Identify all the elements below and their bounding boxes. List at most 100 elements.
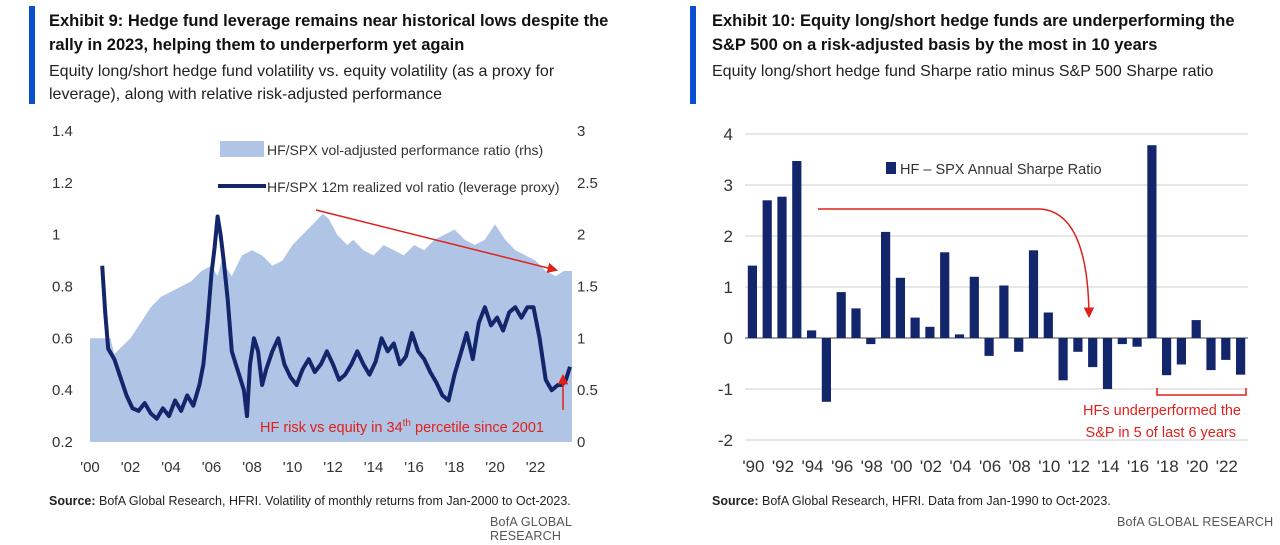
bar	[836, 292, 846, 338]
bar	[999, 285, 1009, 338]
brand-footer: BofA GLOBAL RESEARCH	[490, 515, 572, 543]
bar	[851, 308, 861, 338]
x-tick-label: '22	[1216, 457, 1238, 476]
y-tick-label: 2	[724, 227, 733, 246]
y-left-tick-label: 1	[52, 227, 60, 244]
exhibit-9-plot: 0.2 0.4 0.6 0.8 1 1.2 1.4 0 0.5 1 1.5 2 2.5 3 '00 '02 '0…	[52, 123, 598, 476]
bar	[1043, 312, 1053, 338]
legend-label: HF – SPX Annual Sharpe Ratio	[900, 162, 1102, 178]
x-tick-label: '96	[831, 457, 853, 476]
y-tick-label: 1	[724, 278, 733, 297]
bar	[969, 276, 979, 338]
bar	[910, 317, 920, 338]
y-tick-label: -2	[718, 431, 733, 450]
bar	[1206, 338, 1216, 371]
source-label: Source:	[49, 494, 96, 508]
bar	[762, 200, 772, 338]
bar	[1102, 338, 1113, 389]
y-left-tick-label: 0.4	[52, 382, 73, 399]
legend-swatch-area	[220, 141, 264, 157]
exhibit-9-panel: Exhibit 9: Hedge fund leverage remains n…	[29, 6, 609, 543]
bar	[954, 334, 965, 338]
x-tick-label: '00	[80, 459, 100, 476]
y-left-tick-label: 1.4	[52, 123, 73, 140]
x-tick-label: '02	[920, 457, 942, 476]
x-tick-label: '06	[202, 459, 222, 476]
bracket	[1156, 388, 1247, 396]
legend-label: HF/SPX 12m realized vol ratio (leverage …	[267, 179, 560, 195]
exhibit-10-plot: -2 -1 0 1 2 3 4 '90 '92 '94 '96 '98 '00 '02 '04 '06 '08 '…	[718, 125, 1248, 476]
bar	[1117, 338, 1127, 345]
bar	[821, 338, 831, 402]
bar	[881, 231, 891, 338]
y-tick-label: 0	[724, 329, 733, 348]
x-tick-label: '98	[861, 457, 883, 476]
legend-swatch-bar	[886, 162, 896, 174]
y-tick-label: -1	[718, 380, 733, 399]
bar	[777, 196, 787, 338]
bar	[792, 161, 802, 338]
underperform-annotation: S&P in 5 of last 6 years	[1086, 425, 1236, 441]
x-tick-label: '92	[772, 457, 794, 476]
source-note: Source: BofA Global Research, HFRI. Vola…	[49, 494, 571, 508]
x-tick-label: '08	[1009, 457, 1031, 476]
bar	[807, 330, 817, 338]
bar	[1176, 338, 1186, 365]
x-tick-label: '12	[323, 459, 343, 476]
bar	[940, 252, 950, 338]
curved-arrow	[818, 208, 1095, 319]
bar	[1221, 338, 1231, 360]
bar	[1088, 338, 1098, 368]
source-label: Source:	[712, 494, 759, 508]
x-tick-label: '08	[242, 459, 262, 476]
x-tick-label: '94	[801, 457, 823, 476]
bar	[1028, 250, 1039, 338]
source-note: Source: BofA Global Research, HFRI. Data…	[712, 494, 1111, 508]
x-tick-label: '20	[485, 459, 505, 476]
percentile-annotation: HF risk vs equity in 34th percetile sinc…	[260, 418, 544, 436]
x-tick-label: '00	[890, 457, 912, 476]
bar	[1236, 338, 1246, 375]
y-right-tick-label: 1	[577, 330, 585, 347]
x-tick-label: '04	[161, 459, 181, 476]
bar	[925, 326, 935, 338]
bar	[1162, 338, 1172, 376]
x-tick-label: '10	[283, 459, 303, 476]
source-text: BofA Global Research, HFRI. Data from Ja…	[758, 494, 1111, 508]
y-right-tick-label: 1.5	[577, 279, 598, 296]
bar	[747, 265, 757, 338]
accent-bar	[29, 6, 35, 104]
x-tick-label: '18	[1157, 457, 1179, 476]
chart-title: Exhibit 9: Hedge fund leverage remains n…	[49, 12, 609, 54]
x-tick-label: '04	[949, 457, 971, 476]
y-left-tick-label: 0.6	[52, 330, 73, 347]
x-tick-label: '10	[1038, 457, 1060, 476]
chart-title: Exhibit 10: Equity long/short hedge fund…	[712, 12, 1235, 54]
exhibit-10-panel: Exhibit 10: Equity long/short hedge fund…	[690, 0, 1280, 545]
y-tick-label: 4	[724, 125, 733, 144]
bar	[1014, 338, 1024, 352]
x-tick-label: '90	[742, 457, 764, 476]
source-text: BofA Global Research, HFRI. Volatility o…	[95, 494, 571, 508]
y-tick-label: 3	[724, 176, 733, 195]
bar	[866, 338, 876, 345]
brand-footer: BofA GLOBAL RESEARCH	[1117, 515, 1274, 529]
x-tick-label: '12	[1068, 457, 1090, 476]
y-right-tick-label: 0	[577, 434, 585, 451]
x-tick-label: '14	[1097, 457, 1119, 476]
y-left-tick-label: 1.2	[52, 175, 73, 192]
trend-arrow	[315, 209, 559, 274]
y-right-tick-label: 2	[577, 227, 585, 244]
y-right-tick-label: 0.5	[577, 382, 598, 399]
bar	[984, 338, 994, 356]
bar	[1132, 338, 1142, 347]
accent-bar	[690, 6, 696, 104]
x-tick-label: '02	[121, 459, 141, 476]
x-tick-label: '16	[404, 459, 424, 476]
x-tick-label: '22	[526, 459, 546, 476]
bar	[1058, 338, 1068, 381]
bar	[895, 277, 905, 338]
y-left-tick-label: 0.8	[52, 279, 73, 296]
leverage-proxy-line	[100, 214, 572, 421]
chart-subtitle: Equity long/short hedge fund volatility …	[49, 63, 555, 103]
